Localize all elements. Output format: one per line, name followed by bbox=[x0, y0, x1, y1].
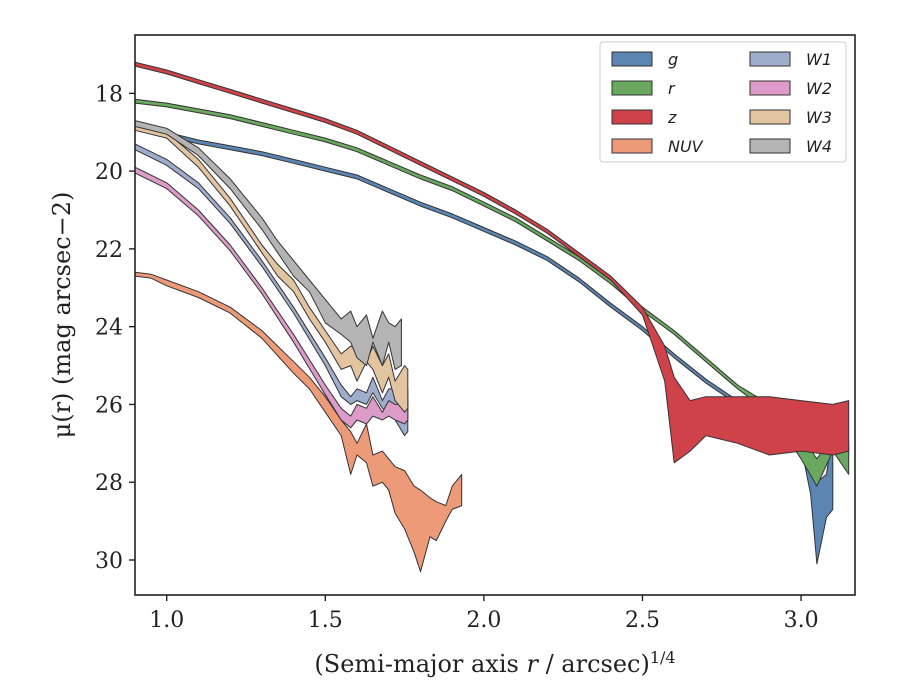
legend-label-z: z bbox=[667, 108, 677, 127]
x-tick-label: 2.0 bbox=[466, 608, 501, 633]
y-tick-label: 26 bbox=[95, 393, 123, 418]
y-tick-label: 24 bbox=[95, 316, 123, 341]
legend-label-w1: W1 bbox=[806, 50, 832, 69]
legend-swatch-w3 bbox=[749, 109, 791, 125]
legend: grz NUV W1 W2 W3 W4 bbox=[599, 41, 847, 163]
legend-label-g: g bbox=[668, 50, 678, 69]
legend-swatch-g bbox=[611, 51, 653, 67]
legend-label-w4: W4 bbox=[806, 137, 832, 156]
legend-swatch-w1 bbox=[749, 51, 791, 67]
y-axis-label: μ(r) (mag arcsec−2) bbox=[48, 192, 76, 439]
band-w1 bbox=[134, 143, 409, 437]
legend-swatch-w2 bbox=[749, 80, 791, 96]
legend-label-w2: W2 bbox=[806, 79, 832, 98]
y-tick-label: 30 bbox=[95, 549, 123, 574]
legend-label-r: r bbox=[668, 79, 676, 98]
x-tick-label: 3.0 bbox=[784, 608, 819, 633]
band-w3 bbox=[134, 123, 409, 413]
legend-box bbox=[599, 41, 847, 163]
plot-frame bbox=[134, 34, 856, 596]
y-tick-label: 18 bbox=[95, 82, 123, 107]
y-tick-label: 28 bbox=[95, 471, 123, 496]
y-axis-ticks: 18 20 22 24 26 28 30 bbox=[95, 82, 135, 574]
legend-label-w3: W3 bbox=[806, 108, 832, 127]
x-tick-label: 1.5 bbox=[308, 608, 343, 633]
legend-swatch-w4 bbox=[749, 138, 791, 154]
legend-swatch-r bbox=[611, 80, 653, 96]
band-layer bbox=[134, 61, 850, 573]
band-g bbox=[134, 123, 834, 565]
y-tick-label: 22 bbox=[95, 238, 123, 263]
x-axis-label: (Semi-major axis r / arcsec)1/4 bbox=[314, 648, 675, 679]
band-r bbox=[134, 98, 850, 487]
band-w2 bbox=[134, 166, 409, 429]
band-z bbox=[134, 61, 850, 464]
legend-label-nuv: NUV bbox=[668, 137, 704, 156]
y-tick-label: 20 bbox=[95, 160, 123, 185]
x-tick-label: 2.5 bbox=[625, 608, 660, 633]
x-tick-label: 1.0 bbox=[149, 608, 184, 633]
legend-swatch-nuv bbox=[611, 138, 653, 154]
band-nuv bbox=[134, 271, 463, 573]
x-axis-ticks: 1.0 1.5 2.0 2.5 3.0 bbox=[149, 595, 819, 633]
band-w4 bbox=[134, 120, 402, 370]
legend-swatch-z bbox=[611, 109, 653, 125]
